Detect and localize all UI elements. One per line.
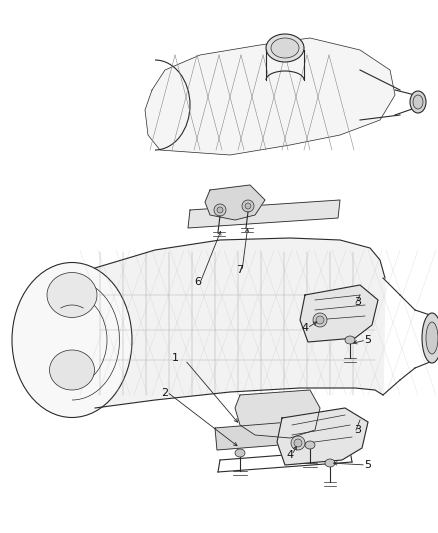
Text: 2: 2: [162, 388, 169, 398]
Text: 4: 4: [286, 450, 293, 460]
Circle shape: [217, 207, 223, 213]
Text: 5: 5: [364, 460, 371, 470]
Ellipse shape: [422, 313, 438, 363]
Ellipse shape: [325, 459, 335, 467]
Ellipse shape: [12, 262, 132, 417]
Polygon shape: [188, 200, 340, 228]
Circle shape: [245, 203, 251, 209]
Circle shape: [291, 436, 305, 450]
Text: 3: 3: [354, 297, 361, 307]
Ellipse shape: [47, 272, 97, 318]
Ellipse shape: [345, 336, 355, 344]
Ellipse shape: [49, 350, 95, 390]
Ellipse shape: [235, 449, 245, 457]
Polygon shape: [215, 418, 342, 450]
Text: 5: 5: [364, 335, 371, 345]
Polygon shape: [95, 238, 385, 408]
Text: 1: 1: [172, 353, 179, 363]
Ellipse shape: [410, 91, 426, 113]
Text: 7: 7: [237, 265, 244, 275]
Ellipse shape: [271, 38, 299, 58]
Circle shape: [214, 204, 226, 216]
Polygon shape: [145, 38, 395, 155]
Ellipse shape: [305, 441, 315, 449]
Polygon shape: [235, 390, 320, 438]
Circle shape: [313, 313, 327, 327]
Circle shape: [294, 439, 302, 447]
Polygon shape: [300, 285, 378, 342]
Circle shape: [242, 200, 254, 212]
Circle shape: [316, 316, 324, 324]
Ellipse shape: [266, 34, 304, 62]
Text: 3: 3: [354, 425, 361, 435]
Polygon shape: [277, 408, 368, 465]
Text: 6: 6: [194, 277, 201, 287]
Ellipse shape: [426, 322, 438, 354]
Text: 4: 4: [301, 323, 308, 333]
Polygon shape: [205, 185, 265, 220]
Ellipse shape: [413, 95, 423, 109]
